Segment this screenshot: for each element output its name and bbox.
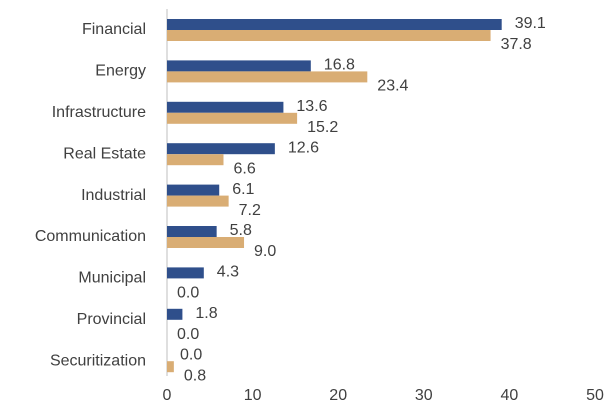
bar — [167, 226, 217, 237]
y-tick-label: Industrial — [81, 187, 146, 204]
bar — [167, 143, 275, 155]
y-tick-label: Real Estate — [63, 145, 146, 162]
value-label: 0.0 — [177, 285, 199, 302]
value-label: 4.3 — [217, 264, 239, 281]
value-label: 0.0 — [177, 326, 199, 343]
value-label: 16.8 — [324, 57, 355, 74]
bar — [167, 195, 229, 207]
bar — [167, 154, 224, 166]
y-tick-label: Provincial — [77, 311, 146, 328]
x-tick-label: 40 — [501, 387, 519, 404]
x-tick-label: 0 — [163, 387, 172, 404]
value-label: 23.4 — [377, 78, 408, 95]
value-label: 7.2 — [239, 202, 261, 219]
value-label: 0.8 — [184, 367, 206, 384]
y-tick-label: Energy — [95, 63, 146, 80]
value-label: 1.8 — [195, 305, 217, 322]
bar — [167, 30, 491, 41]
value-label: 0.0 — [180, 346, 202, 363]
x-tick-label: 30 — [415, 387, 433, 404]
y-tick-label: Financial — [82, 21, 146, 38]
y-tick-label: Securitization — [50, 352, 146, 369]
x-tick-label: 50 — [586, 387, 604, 404]
bar — [167, 237, 245, 248]
y-tick-label: Municipal — [78, 270, 146, 287]
y-tick-label: Infrastructure — [52, 104, 146, 121]
x-tick-label: 10 — [244, 387, 262, 404]
y-tick-label: Communication — [35, 228, 146, 245]
value-label: 37.8 — [501, 36, 532, 53]
value-label: 9.0 — [254, 243, 276, 260]
x-tick-label: 20 — [329, 387, 347, 404]
value-label: 6.6 — [233, 160, 255, 177]
bar — [167, 112, 298, 124]
value-label: 5.8 — [230, 222, 252, 239]
bar — [167, 101, 284, 113]
value-label: 6.1 — [232, 181, 254, 198]
bar — [167, 308, 183, 320]
value-label: 39.1 — [515, 15, 546, 32]
bar — [167, 361, 174, 373]
bar — [167, 60, 311, 72]
bar — [167, 267, 204, 279]
bar — [167, 71, 368, 83]
bar — [167, 184, 220, 196]
value-label: 13.6 — [296, 98, 327, 115]
value-label: 12.6 — [288, 139, 319, 156]
value-label: 15.2 — [307, 119, 338, 136]
bar — [167, 19, 502, 30]
